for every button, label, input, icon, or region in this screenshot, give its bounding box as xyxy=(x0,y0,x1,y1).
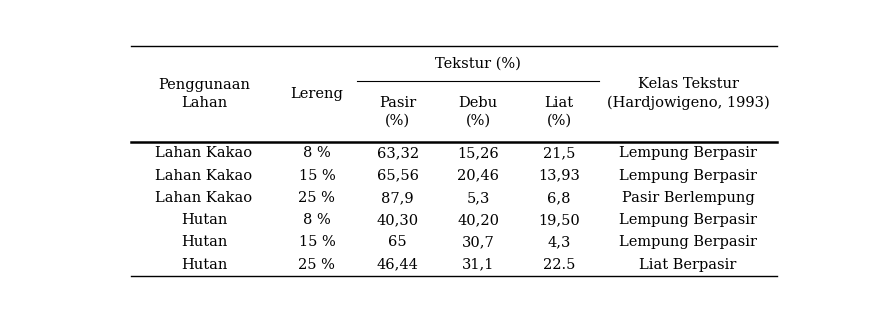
Text: Hutan: Hutan xyxy=(181,235,227,249)
Text: 4,3: 4,3 xyxy=(548,235,571,249)
Text: 65,56: 65,56 xyxy=(377,169,418,183)
Text: 6,8: 6,8 xyxy=(548,191,571,205)
Text: 63,32: 63,32 xyxy=(377,146,419,160)
Text: Liat Berpasir: Liat Berpasir xyxy=(640,258,737,272)
Text: Hutan: Hutan xyxy=(181,258,227,272)
Text: 21,5: 21,5 xyxy=(543,146,575,160)
Text: 40,30: 40,30 xyxy=(377,213,419,227)
Text: Kelas Tekstur
(Hardjowigeno, 1993): Kelas Tekstur (Hardjowigeno, 1993) xyxy=(607,77,769,110)
Text: 31,1: 31,1 xyxy=(462,258,494,272)
Text: Liat
(%): Liat (%) xyxy=(544,95,573,128)
Text: 8 %: 8 % xyxy=(303,146,330,160)
Text: Lereng: Lereng xyxy=(291,87,344,101)
Text: Tekstur (%): Tekstur (%) xyxy=(435,56,521,70)
Text: Pasir Berlempung: Pasir Berlempung xyxy=(622,191,754,205)
Text: 13,93: 13,93 xyxy=(538,169,580,183)
Text: Lahan Kakao: Lahan Kakao xyxy=(155,169,253,183)
Text: 65: 65 xyxy=(388,235,407,249)
Text: 20,46: 20,46 xyxy=(457,169,500,183)
Text: 15 %: 15 % xyxy=(299,235,335,249)
Text: 22.5: 22.5 xyxy=(543,258,575,272)
Text: 15,26: 15,26 xyxy=(457,146,499,160)
Text: Hutan: Hutan xyxy=(181,213,227,227)
Text: 8 %: 8 % xyxy=(303,213,330,227)
Text: Lempung Berpasir: Lempung Berpasir xyxy=(619,146,757,160)
Text: Penggunaan
Lahan: Penggunaan Lahan xyxy=(158,78,250,110)
Text: 30,7: 30,7 xyxy=(462,235,494,249)
Text: Debu
(%): Debu (%) xyxy=(459,95,498,128)
Text: Lahan Kakao: Lahan Kakao xyxy=(155,146,253,160)
Text: 40,20: 40,20 xyxy=(457,213,500,227)
Text: Lempung Berpasir: Lempung Berpasir xyxy=(619,235,757,249)
Text: Pasir
(%): Pasir (%) xyxy=(379,95,416,128)
Text: 25 %: 25 % xyxy=(299,191,336,205)
Text: Lahan Kakao: Lahan Kakao xyxy=(155,191,253,205)
Text: Lempung Berpasir: Lempung Berpasir xyxy=(619,213,757,227)
Text: Lempung Berpasir: Lempung Berpasir xyxy=(619,169,757,183)
Text: 87,9: 87,9 xyxy=(381,191,414,205)
Text: 46,44: 46,44 xyxy=(377,258,418,272)
Text: 5,3: 5,3 xyxy=(467,191,490,205)
Text: 19,50: 19,50 xyxy=(538,213,579,227)
Text: 15 %: 15 % xyxy=(299,169,335,183)
Text: 25 %: 25 % xyxy=(299,258,336,272)
